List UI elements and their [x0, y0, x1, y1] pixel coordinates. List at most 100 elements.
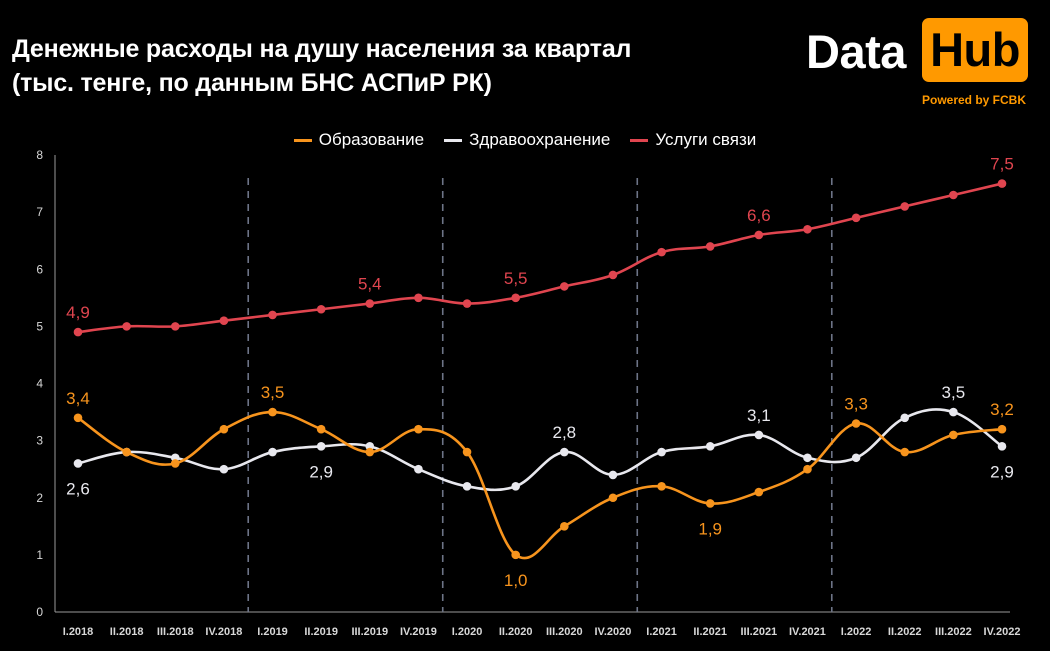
x-tick-label: IV.2021	[789, 626, 826, 638]
data-point-healthcare	[73, 459, 83, 468]
data-point-healthcare	[705, 442, 715, 451]
x-tick-label: I.2021	[646, 626, 677, 638]
data-point-communication	[657, 247, 666, 257]
data-point-communication	[754, 230, 764, 240]
data-label-healthcare: 2,9	[309, 462, 333, 481]
data-point-healthcare	[997, 442, 1007, 451]
data-label-healthcare: 2,6	[66, 479, 90, 498]
data-label-healthcare: 3,5	[942, 383, 966, 402]
series-line-communication	[77, 182, 1003, 334]
data-point-education	[949, 430, 958, 440]
data-point-education	[657, 482, 666, 491]
data-point-communication	[316, 304, 326, 314]
data-point-healthcare	[316, 442, 326, 451]
data-point-communication	[462, 299, 472, 308]
data-label-healthcare: 3,1	[747, 406, 771, 425]
data-label-education: 3,5	[261, 383, 285, 402]
data-label-education: 3,3	[844, 394, 868, 413]
x-tick-label: I.2019	[257, 626, 288, 638]
y-tick-label: 1	[36, 548, 43, 562]
data-label-communication: 5,5	[504, 269, 528, 288]
data-point-communication	[414, 293, 423, 303]
data-point-education	[170, 459, 180, 468]
data-point-communication	[122, 322, 131, 331]
data-point-education	[316, 424, 326, 434]
data-point-healthcare	[560, 447, 569, 457]
data-point-healthcare	[657, 447, 666, 457]
x-tick-label: II.2019	[304, 626, 338, 638]
data-point-communication	[851, 213, 861, 223]
chart-legend: Образование Здравоохранение Услуги связи	[0, 130, 1050, 150]
data-point-communication	[219, 316, 229, 325]
data-point-education	[900, 447, 910, 457]
data-point-healthcare	[608, 470, 618, 480]
legend-item-healthcare: Здравоохранение	[444, 130, 610, 150]
data-label-education: 1,0	[504, 571, 528, 590]
data-point-education	[73, 413, 83, 423]
data-point-education	[268, 407, 277, 417]
x-tick-label: III.2021	[740, 626, 777, 638]
series-line-education	[77, 410, 1003, 560]
legend-label-education: Образование	[318, 130, 425, 149]
x-tick-label: IV.2022	[984, 626, 1021, 638]
y-tick-label: 8	[36, 148, 43, 162]
data-label-education: 1,9	[698, 519, 722, 538]
chart-title: Денежные расходы на душу населения за кв…	[12, 32, 631, 100]
x-tick-label: III.2018	[157, 626, 194, 638]
y-tick-label: 5	[36, 319, 43, 333]
x-tick-label: I.2022	[841, 626, 872, 638]
data-label-education: 3,2	[990, 400, 1014, 419]
data-label-communication: 7,5	[990, 155, 1014, 174]
title-line-2: (тыс. тенге, по данным БНС АСПиР РК)	[12, 69, 492, 97]
x-tick-label: IV.2020	[594, 626, 631, 638]
legend-item-communication: Услуги связи	[630, 130, 756, 150]
x-tick-label: II.2020	[499, 626, 533, 638]
data-point-healthcare	[851, 453, 861, 463]
data-point-education	[754, 487, 764, 497]
data-point-healthcare	[803, 453, 812, 463]
legend-swatch-healthcare	[444, 138, 463, 142]
data-point-education	[560, 522, 569, 531]
data-label-healthcare: 2,9	[990, 462, 1014, 481]
x-tick-label: II.2021	[693, 626, 727, 638]
legend-swatch-communication	[630, 138, 649, 142]
legend-swatch-education	[293, 138, 312, 142]
data-point-communication	[900, 202, 910, 211]
data-point-communication	[803, 224, 812, 234]
datahub-logo: Data Hub Powered by FCBK	[802, 18, 1034, 108]
title-line-1: Денежные расходы на душу населения за кв…	[12, 35, 632, 63]
x-tick-label: III.2020	[546, 626, 583, 638]
x-tick-label: I.2020	[452, 626, 483, 638]
data-point-communication	[705, 242, 715, 251]
y-tick-label: 2	[36, 491, 43, 505]
y-tick-label: 6	[36, 262, 43, 276]
data-point-communication	[365, 299, 375, 308]
data-point-healthcare	[462, 482, 472, 491]
data-point-communication	[560, 282, 569, 291]
data-point-healthcare	[511, 482, 520, 491]
data-point-education	[803, 464, 812, 474]
x-tick-label: III.2019	[351, 626, 388, 638]
x-tick-label: IV.2019	[400, 626, 437, 638]
data-point-communication	[170, 322, 180, 331]
data-point-education	[414, 424, 423, 434]
x-tick-label: III.2022	[935, 626, 972, 638]
data-point-healthcare	[219, 464, 229, 474]
data-label-education: 3,4	[66, 389, 90, 408]
data-point-education	[122, 447, 131, 457]
data-point-education	[851, 419, 861, 428]
data-point-communication	[997, 179, 1007, 188]
data-point-education	[462, 447, 472, 457]
legend-label-healthcare: Здравоохранение	[469, 130, 611, 149]
y-tick-label: 7	[36, 205, 43, 219]
y-tick-label: 3	[36, 434, 43, 448]
data-point-healthcare	[754, 430, 764, 440]
logo-word-hub: Hub	[922, 18, 1028, 82]
data-point-healthcare	[900, 413, 910, 423]
logo-word-data: Data	[806, 25, 906, 78]
x-tick-label: I.2018	[63, 626, 94, 638]
y-tick-label: 4	[36, 377, 43, 391]
data-point-healthcare	[268, 447, 277, 457]
data-label-communication: 6,6	[747, 206, 771, 225]
